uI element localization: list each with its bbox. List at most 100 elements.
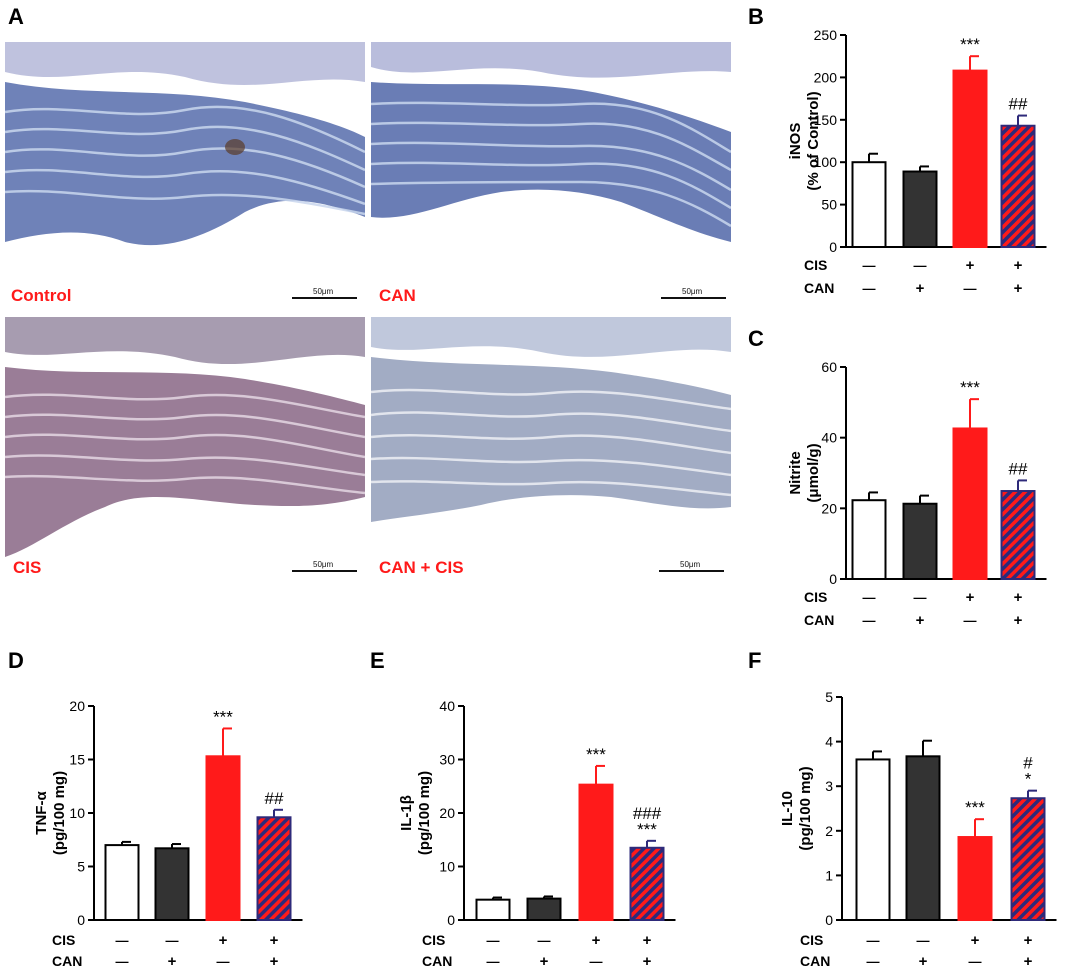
- row-mark: —: [867, 954, 880, 969]
- y-tick-label: 5: [825, 689, 833, 705]
- row-mark: +: [971, 932, 980, 949]
- bar-control: [851, 161, 887, 248]
- y-tick-label: 0: [829, 239, 837, 255]
- row-mark: —: [116, 954, 129, 969]
- y-tick-label: 150: [814, 112, 838, 128]
- row-label: CIS: [422, 932, 445, 948]
- row-label: CIS: [804, 257, 827, 273]
- row-mark: —: [863, 613, 876, 628]
- row-mark: —: [487, 954, 500, 969]
- y-axis-label: (% of Control): [805, 91, 822, 190]
- bar-can-cis: [256, 816, 292, 922]
- row-label: CIS: [804, 589, 827, 605]
- bar-cis: [952, 427, 988, 581]
- y-tick-label: 50: [821, 197, 837, 213]
- row-mark: +: [966, 257, 975, 274]
- chart-B: 0 50 100 150 200 250 iNOS (% of Control) *** ## CI…: [787, 27, 1047, 297]
- scale-bar: [292, 570, 357, 572]
- micrograph-control: Control 50μm: [5, 42, 365, 310]
- y-axis-label: Nitrite: [787, 451, 804, 494]
- panel-letter-e: E: [370, 648, 385, 673]
- bar-control: [475, 898, 511, 921]
- row-mark: —: [590, 954, 603, 969]
- row-mark: +: [1024, 953, 1033, 970]
- y-axis-label: (pg/100 mg): [416, 771, 433, 855]
- y-axis-label: iNOS: [787, 123, 804, 160]
- y-axis-label: IL-10: [779, 791, 796, 826]
- row-mark: +: [270, 953, 279, 970]
- y-axis-label: (pg/100 mg): [797, 766, 814, 850]
- y-tick-label: 5: [77, 859, 85, 875]
- tissue-image-can-cis: [371, 317, 731, 585]
- y-tick-label: 10: [439, 859, 455, 875]
- row-label: CAN: [804, 280, 834, 296]
- row-mark: —: [166, 933, 179, 948]
- row-mark: +: [219, 932, 228, 949]
- tissue-image-control: [5, 42, 365, 310]
- row-mark: +: [592, 932, 601, 949]
- significance-marker: ##: [1009, 459, 1028, 478]
- row-mark: —: [863, 258, 876, 273]
- scale-bar: [661, 297, 726, 299]
- significance-marker: ##: [265, 789, 284, 808]
- row-mark: +: [916, 612, 925, 629]
- significance-marker: ***: [960, 35, 980, 54]
- row-mark: +: [916, 280, 925, 297]
- y-tick-label: 0: [77, 912, 85, 928]
- significance-marker: ***: [213, 707, 233, 726]
- bar-can: [526, 897, 562, 921]
- bar-control: [851, 499, 887, 580]
- y-tick-label: 0: [829, 571, 837, 587]
- bar-can: [902, 170, 938, 248]
- scale-bar-label: 50μm: [313, 287, 334, 296]
- bar-cis: [205, 755, 241, 921]
- bar-can-cis: [1000, 124, 1036, 248]
- bar-cis: [578, 783, 614, 922]
- panel-letter-d: D: [8, 648, 24, 673]
- y-axis-label: IL-1β: [398, 795, 415, 831]
- panel-letter-b: B: [748, 4, 764, 29]
- bar-can-cis: [629, 846, 665, 922]
- y-tick-label: 0: [447, 912, 455, 928]
- row-mark: +: [540, 953, 549, 970]
- significance-marker: ***: [965, 798, 985, 817]
- row-mark: +: [1024, 932, 1033, 949]
- bar-control: [104, 844, 140, 921]
- micrograph-label: CAN + CIS: [379, 558, 464, 577]
- bar-can: [902, 502, 938, 580]
- row-mark: —: [964, 281, 977, 296]
- row-mark: —: [867, 933, 880, 948]
- micrograph-cis: CIS 50μm: [5, 317, 365, 585]
- y-axis-label: (pg/100 mg): [51, 771, 68, 855]
- micrograph-label: CIS: [13, 558, 42, 577]
- row-label: CIS: [52, 932, 75, 948]
- significance-marker: ***: [960, 378, 980, 397]
- y-tick-label: 100: [814, 154, 838, 170]
- tissue-image-cis: [5, 317, 365, 585]
- significance-marker: *: [1025, 770, 1032, 789]
- significance-marker: ###: [633, 804, 662, 823]
- significance-marker: #: [1023, 754, 1033, 773]
- significance-marker: ***: [586, 745, 606, 764]
- y-tick-label: 20: [439, 805, 455, 821]
- y-axis-label: TNF-α: [33, 791, 50, 835]
- bar-cis: [957, 836, 993, 922]
- bar-cis: [952, 69, 988, 248]
- y-tick-label: 2: [825, 823, 833, 839]
- y-tick-label: 20: [69, 698, 85, 714]
- row-label: CAN: [52, 953, 82, 969]
- row-mark: —: [969, 954, 982, 969]
- row-mark: +: [1014, 589, 1023, 606]
- y-tick-label: 10: [69, 805, 85, 821]
- row-mark: +: [1014, 257, 1023, 274]
- micrograph-label: CAN: [379, 286, 416, 305]
- row-label: CAN: [422, 953, 452, 969]
- panel-letter-c: C: [748, 326, 764, 351]
- y-tick-label: 15: [69, 752, 85, 768]
- row-mark: +: [643, 953, 652, 970]
- scale-bar: [292, 297, 357, 299]
- micrograph-can-cis: CAN + CIS 50μm: [371, 317, 731, 585]
- significance-marker: ***: [637, 820, 657, 839]
- row-mark: +: [168, 953, 177, 970]
- row-mark: +: [643, 932, 652, 949]
